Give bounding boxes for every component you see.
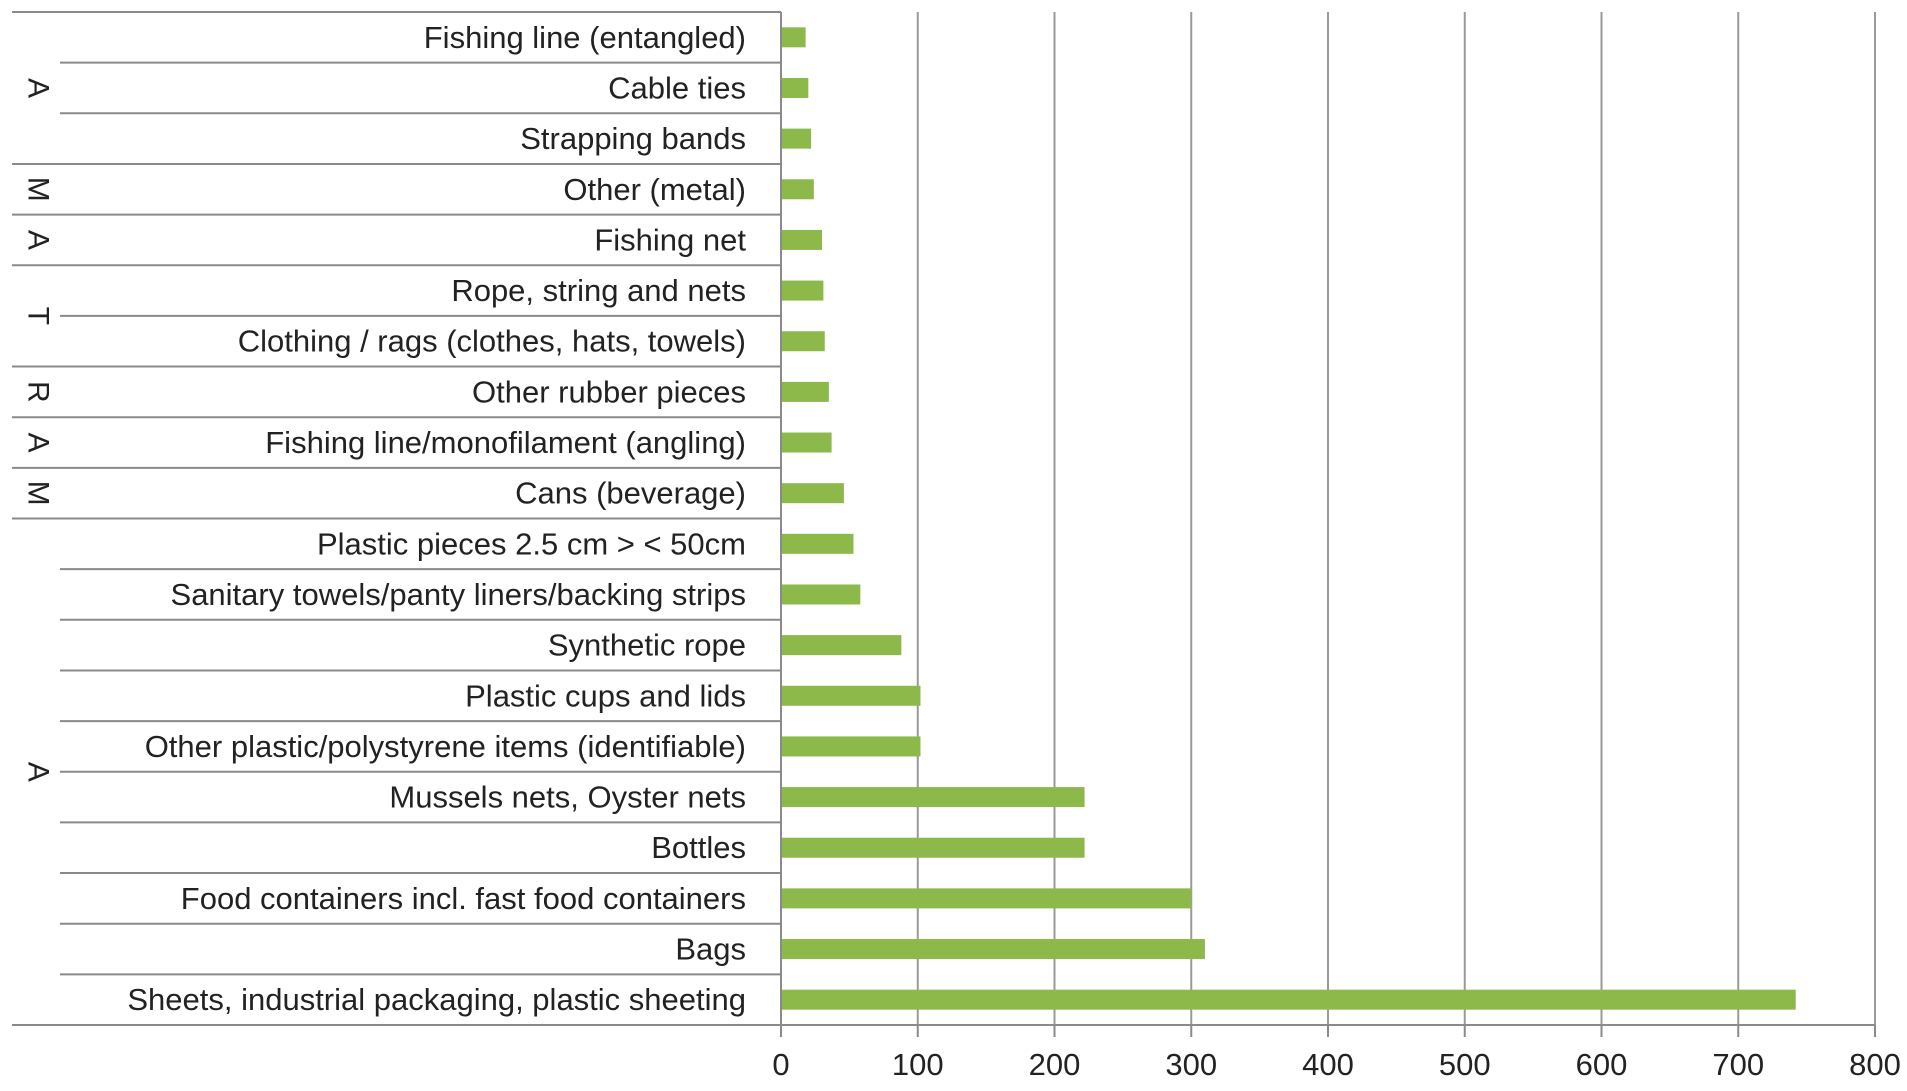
x-tick-label: 700 xyxy=(1712,1047,1764,1082)
category-label: Mussels nets, Oyster nets xyxy=(389,780,746,815)
bar-3 xyxy=(781,128,812,149)
x-tick-label: 300 xyxy=(1165,1047,1217,1082)
bar-18 xyxy=(781,888,1192,909)
group-letter-7: M xyxy=(22,481,55,506)
category-label: Cans (beverage) xyxy=(515,476,746,511)
category-label: Fishing line (entangled) xyxy=(424,20,746,55)
group-letters: A M A T R A M A xyxy=(22,78,55,782)
bar-13 xyxy=(781,635,902,656)
group-letter-5: R xyxy=(22,381,55,403)
group-letter-8: A xyxy=(22,762,55,782)
bar-10 xyxy=(781,483,844,504)
bar-5 xyxy=(781,229,823,250)
category-label: Food containers incl. fast food containe… xyxy=(181,881,746,916)
category-label: Sheets, industrial packaging, plastic sh… xyxy=(127,982,746,1017)
group-letter-6: A xyxy=(22,433,55,453)
bar-16 xyxy=(781,787,1085,808)
bar-20 xyxy=(781,989,1796,1010)
category-label: Bottles xyxy=(651,830,746,865)
bar-2 xyxy=(781,77,809,98)
bar-4 xyxy=(781,179,814,200)
bar-8 xyxy=(781,381,829,402)
bar-12 xyxy=(781,584,861,605)
category-label: Sanitary towels/panty liners/backing str… xyxy=(171,577,746,612)
bar-11 xyxy=(781,533,854,554)
group-letter-3: A xyxy=(22,230,55,250)
category-label: Synthetic rope xyxy=(548,628,746,663)
x-tick-label: 500 xyxy=(1439,1047,1491,1082)
x-axis-tick-labels: 0 100 200 300 400 500 600 700 800 xyxy=(772,1047,1900,1082)
category-label: Fishing net xyxy=(594,222,746,257)
x-tick-label: 600 xyxy=(1576,1047,1628,1082)
category-label: Cable ties xyxy=(608,70,746,105)
category-labels: Fishing line (entangled) Cable ties Strapp… xyxy=(127,20,746,1017)
category-table xyxy=(12,11,1876,1037)
bar-15 xyxy=(781,736,921,757)
bar-17 xyxy=(781,837,1085,858)
gridlines xyxy=(916,12,1876,1025)
category-label: Other plastic/polystyrene items (identif… xyxy=(145,729,746,764)
category-label: Strapping bands xyxy=(520,121,746,156)
category-label: Plastic cups and lids xyxy=(465,678,746,713)
x-tick-label: 100 xyxy=(892,1047,944,1082)
category-label: Other (metal) xyxy=(563,172,746,207)
category-label: Other rubber pieces xyxy=(472,374,746,409)
category-label: Fishing line/monofilament (angling) xyxy=(265,425,746,460)
x-tick-label: 800 xyxy=(1849,1047,1901,1082)
category-label: Clothing / rags (clothes, hats, towels) xyxy=(238,324,746,359)
bars xyxy=(781,27,1796,1010)
group-letter-4: T xyxy=(22,307,55,325)
bar-1 xyxy=(781,27,806,48)
group-letter-1: A xyxy=(22,78,55,98)
x-tick-label: 200 xyxy=(1029,1047,1081,1082)
category-label: Rope, string and nets xyxy=(451,273,746,308)
x-tick-label: 0 xyxy=(772,1047,789,1082)
category-label: Bags xyxy=(675,932,746,967)
bar-14 xyxy=(781,685,921,706)
category-label: Plastic pieces 2.5 cm > < 50cm xyxy=(317,526,746,561)
bar-6 xyxy=(781,280,824,301)
x-tick-label: 400 xyxy=(1302,1047,1354,1082)
group-letter-2: M xyxy=(22,177,55,202)
bar-7 xyxy=(781,331,825,352)
bar-9 xyxy=(781,432,832,453)
bar-19 xyxy=(781,939,1205,960)
